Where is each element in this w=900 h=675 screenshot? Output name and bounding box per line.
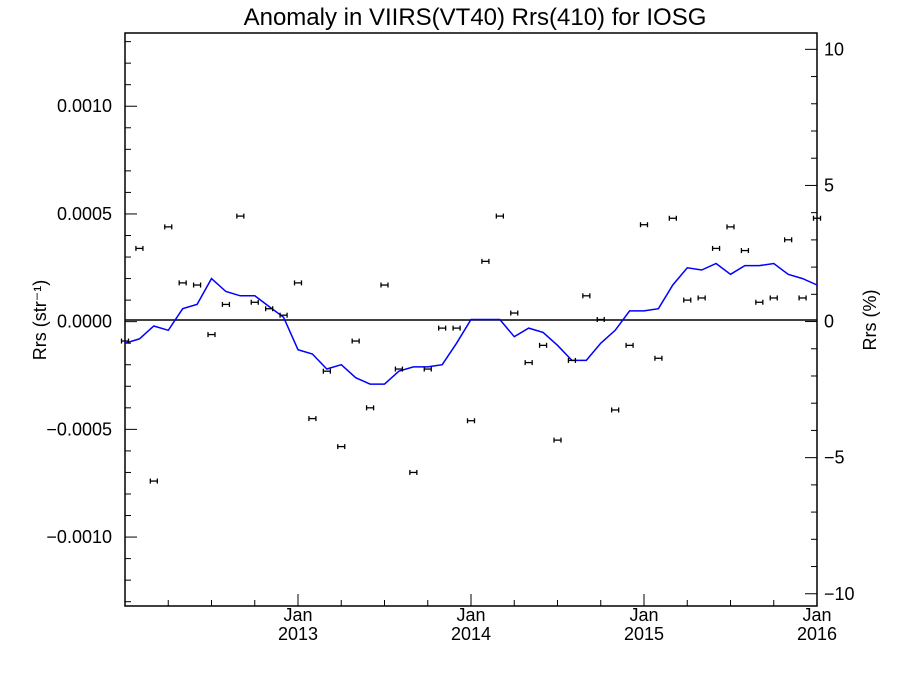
data-point <box>365 405 375 411</box>
point-series <box>120 213 822 484</box>
data-point <box>625 342 634 348</box>
left-tick-label: 0.0000 <box>57 312 112 332</box>
data-point <box>221 301 231 307</box>
right-tick-label: −5 <box>824 448 845 468</box>
data-point <box>697 295 706 301</box>
data-point <box>668 215 677 221</box>
data-point <box>351 338 360 344</box>
x-tick-year-label: 2013 <box>278 624 318 644</box>
data-point <box>798 295 807 301</box>
data-point <box>207 332 216 338</box>
right-tick-label: −10 <box>824 584 855 604</box>
x-tick-month-label: Jan <box>283 605 312 625</box>
data-point <box>481 258 490 264</box>
data-point <box>394 366 404 372</box>
data-point <box>452 325 461 331</box>
right-tick-label: 5 <box>824 175 834 195</box>
left-tick-label: −0.0005 <box>46 419 112 439</box>
line-series <box>124 262 818 385</box>
data-point <box>135 245 144 251</box>
data-point <box>192 282 202 288</box>
data-point <box>784 237 793 243</box>
data-point <box>466 418 476 424</box>
data-point <box>337 444 346 450</box>
x-tick-year-label: 2016 <box>797 624 837 644</box>
data-point <box>149 478 158 484</box>
data-point <box>308 416 317 422</box>
data-point <box>438 325 447 331</box>
data-point <box>553 437 562 443</box>
data-point <box>120 338 130 344</box>
data-point <box>164 224 173 230</box>
data-point <box>726 224 735 230</box>
data-point <box>423 366 432 372</box>
data-point <box>740 248 750 254</box>
left-tick-label: 0.0005 <box>57 204 112 224</box>
data-point <box>524 360 533 366</box>
data-point <box>812 215 822 221</box>
x-tick-year-label: 2015 <box>624 624 664 644</box>
data-point <box>380 282 389 288</box>
data-point <box>178 280 187 286</box>
data-point <box>265 306 274 312</box>
data-point <box>538 342 548 348</box>
y-axis-right-title: Rrs (%) <box>860 290 880 351</box>
data-point <box>409 469 418 475</box>
data-point <box>683 297 692 303</box>
data-point <box>639 222 649 228</box>
data-point <box>654 355 663 361</box>
data-point <box>711 245 721 251</box>
data-point <box>510 310 519 316</box>
data-point <box>611 407 620 413</box>
x-tick-year-label: 2014 <box>451 624 491 644</box>
data-point <box>582 293 591 299</box>
right-axis: 10 5 0 −5 −10 <box>805 39 855 604</box>
x-tick-month-label: Jan <box>629 605 658 625</box>
x-tick-month-label: Jan <box>802 605 831 625</box>
smoothed-anomaly-line <box>124 262 818 385</box>
data-point <box>250 299 259 305</box>
data-point <box>596 317 605 322</box>
chart-title: Anomaly in VIIRS(VT40) Rrs(410) for IOSG <box>244 4 707 31</box>
data-point <box>322 368 331 374</box>
right-tick-label: 0 <box>824 312 834 332</box>
data-point <box>495 213 504 219</box>
right-tick-label: 10 <box>824 39 844 59</box>
data-point <box>755 299 764 305</box>
left-tick-label: −0.0010 <box>46 527 112 547</box>
x-tick-month-label: Jan <box>456 605 485 625</box>
data-point <box>567 357 577 363</box>
data-point <box>236 213 245 219</box>
data-point <box>279 312 288 318</box>
y-axis-left-title: Rrs (str⁻¹) <box>30 280 50 360</box>
left-axis: 0.0010 0.0005 0.0000 −0.0005 −0.0010 <box>46 41 137 603</box>
left-tick-label: 0.0010 <box>57 96 112 116</box>
data-point <box>293 280 303 286</box>
data-point <box>769 295 778 301</box>
